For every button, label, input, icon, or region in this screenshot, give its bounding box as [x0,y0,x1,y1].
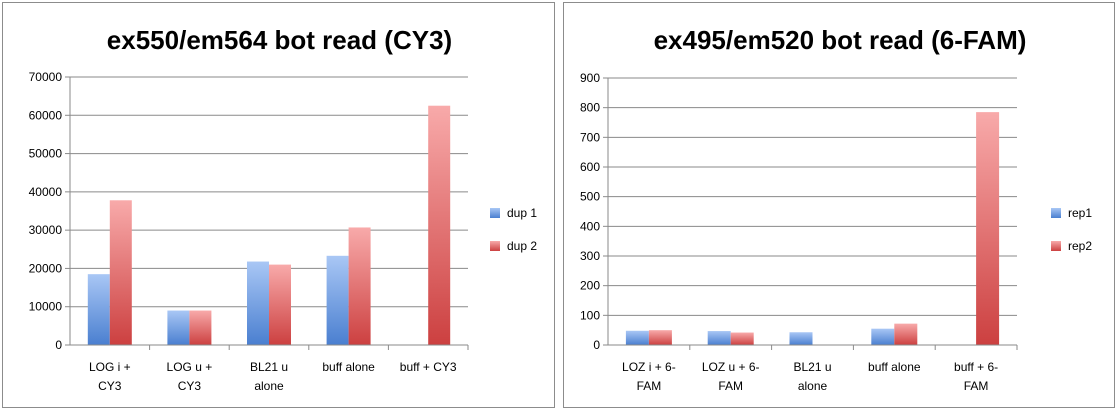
y-tick-label: 0 [593,338,600,352]
x-tick-label: buff alone [868,360,921,374]
x-tick-label: LOZ i + 6-FAM [622,360,676,393]
chart-svg-6fam: ex495/em520 bot read (6-FAM) 0 100 200 300 40… [580,25,1092,393]
x-tick-label: buff + CY3 [400,360,457,374]
bar-rep2-4 [894,323,918,345]
chart-title: ex495/em520 bot read (6-FAM) [654,25,1027,55]
legend-swatch [490,241,500,251]
chart-title: ex550/em564 bot read (CY3) [107,25,452,55]
y-tick-label: 40000 [29,185,63,199]
y-tick-label: 900 [580,71,600,85]
bar-dup1-1 [87,274,110,345]
bar-rep2-2 [730,332,754,345]
chart-svg-cy3: ex550/em564 bot read (CY3) 0 10000 20000 300… [29,25,538,393]
legend-label: rep2 [1068,239,1092,253]
y-tick-label: 300 [580,249,600,263]
bar-dup2-3 [269,264,291,345]
bar-dup2-2 [189,310,212,345]
chart-panel-cy3: ex550/em564 bot read (CY3) 0 10000 20000 300… [2,2,555,408]
y-tick-label: 70000 [29,70,63,84]
y-tick-label: 800 [580,101,600,115]
y-tick-label: 200 [580,279,600,293]
legend-label: rep1 [1068,206,1092,220]
y-tick-label: 60000 [29,108,63,122]
x-tick-label: BL21 u alone [793,360,831,393]
bar-rep2-1 [648,330,672,345]
y-tick-label: 50000 [29,147,63,161]
bar-rep1-1 [625,330,649,345]
y-tick-label: 30000 [29,223,63,237]
legend-swatch [490,208,500,218]
x-tick-label: buff + 6-FAM [954,360,998,393]
y-tick-label: 700 [580,130,600,144]
bar-rep1-2 [707,331,731,345]
bar-dup1-3 [247,261,269,345]
bar-dup1-4 [326,255,349,345]
y-tick-label: 400 [580,219,600,233]
y-tick-label: 100 [580,308,600,322]
bar-dup1-2 [167,310,190,345]
legend-swatch [1051,241,1061,251]
bar-dup2-1 [109,200,132,345]
bar-rep2-5 [976,112,1000,345]
x-tick-label: LOG i + CY3 [89,360,131,393]
bar-rep1-3 [789,332,813,345]
y-tick-label: 500 [580,190,600,204]
x-tick-label: BL21 u alone [250,360,288,393]
y-tick-label: 20000 [29,261,63,275]
bar-rep1-4 [871,328,895,345]
bar-dup2-5 [428,105,451,345]
chart-panel-6fam: ex495/em520 bot read (6-FAM) 0 100 200 300 40… [563,2,1115,408]
legend-label: dup 2 [507,239,537,253]
y-tick-label: 10000 [29,300,63,314]
legend-label: dup 1 [507,206,537,220]
y-tick-label: 0 [55,338,62,352]
legend-swatch [1051,208,1061,218]
x-tick-label: LOG u + CY3 [167,360,213,393]
bar-dup2-4 [348,227,371,345]
y-tick-label: 600 [580,160,600,174]
x-tick-label: LOZ u + 6-FAM [702,360,760,393]
x-tick-label: buff alone [322,360,375,374]
